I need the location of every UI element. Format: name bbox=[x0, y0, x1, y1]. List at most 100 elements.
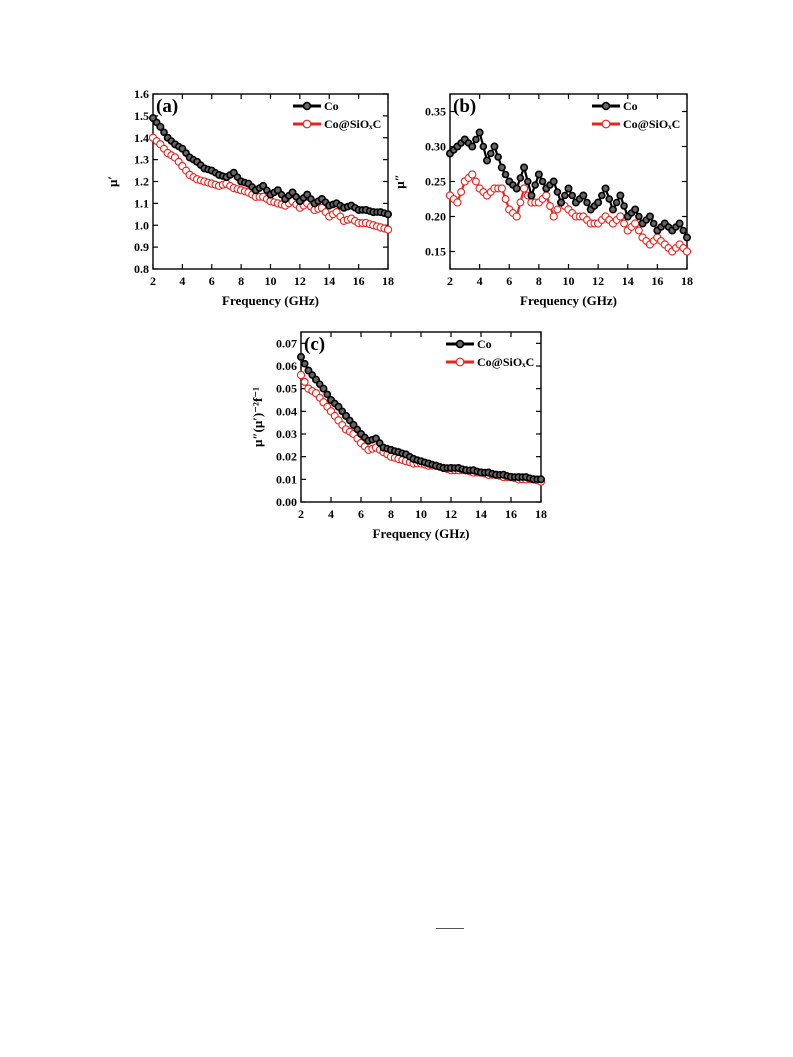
chart-b-point-cosio bbox=[682, 247, 692, 256]
chart-b-point-co bbox=[534, 170, 543, 179]
chart-a-point-co bbox=[160, 128, 168, 137]
chart-b-ytick-label: 0.25 bbox=[425, 175, 446, 189]
chart-b-xtick-label: 2 bbox=[447, 274, 453, 288]
chart-c-xtick-label: 4 bbox=[328, 507, 334, 521]
chart-c-xtick-label: 18 bbox=[535, 507, 547, 521]
chart-b-point-cosio bbox=[553, 205, 562, 214]
chart-a-xtick-label: 16 bbox=[353, 274, 365, 288]
chart-c-panel-label: (c) bbox=[304, 334, 325, 355]
chart-b-point-co bbox=[635, 212, 643, 221]
chart-b-point-co bbox=[601, 184, 610, 193]
chart-c-ytick-label: 0.05 bbox=[276, 382, 297, 396]
chart-b-point-cosio bbox=[471, 177, 480, 186]
chart-b-point-co bbox=[472, 135, 480, 144]
chart-c-ytick-label: 0.06 bbox=[276, 359, 297, 373]
chart-a-ylabel: μ′ bbox=[105, 176, 120, 187]
chart-b-point-co bbox=[490, 142, 499, 151]
chart-b-legend-label-0: Co bbox=[623, 99, 638, 113]
chart-b-point-co bbox=[645, 212, 654, 221]
chart-b-point-co bbox=[531, 181, 539, 189]
chart-a-ytick-label: 1.5 bbox=[134, 109, 149, 123]
chart-b-point-co bbox=[483, 156, 492, 165]
chart-b-point-cosio bbox=[616, 212, 625, 221]
chart-b-point-co bbox=[594, 198, 603, 207]
chart-a-ytick-label: 0.8 bbox=[134, 262, 149, 276]
chart-c-xlabel: Frequency (GHz) bbox=[373, 526, 470, 541]
chart-c-xtick-label: 8 bbox=[388, 507, 394, 521]
chart-b-point-cosio bbox=[519, 184, 529, 193]
chart-c-legend-label-0: Co bbox=[477, 337, 492, 351]
chart-b-point-co bbox=[512, 184, 521, 193]
chart-b-point-co bbox=[631, 205, 640, 214]
chart-c-point-co bbox=[319, 384, 328, 393]
chart-b-point-cosio bbox=[457, 188, 466, 196]
chart-a-xtick-label: 14 bbox=[323, 274, 335, 288]
chart-b-legend-label-1: Co@SiOₓC bbox=[623, 117, 680, 131]
chart-b-point-co bbox=[494, 153, 502, 161]
chart-a-panel-label: (a) bbox=[156, 96, 178, 117]
chart-c-ytick-label: 0.02 bbox=[276, 450, 297, 464]
chart-b-point-co bbox=[516, 174, 525, 182]
chart-b-xtick-label: 10 bbox=[563, 274, 575, 288]
chart-c-point-co bbox=[323, 390, 332, 399]
chart-c-ytick-label: 0.04 bbox=[276, 404, 297, 418]
chart-b-point-co bbox=[620, 202, 628, 210]
chart-b-point-co bbox=[679, 226, 688, 235]
chart-a-svg: 2 4 6 8 10 12 14 16 18 0.8 0.9 1.0 1.1 1.2 1.3 1.4 1.5 1.… bbox=[105, 87, 394, 308]
chart-c-xtick-label: 2 bbox=[298, 507, 304, 521]
chart-b-point-co bbox=[520, 163, 529, 172]
chart-b-point-co bbox=[598, 191, 606, 200]
chart-c-xtick-label: 16 bbox=[505, 507, 517, 521]
chart-b-point-cosio bbox=[542, 191, 551, 200]
chart-b-point-co bbox=[616, 191, 625, 200]
chart-a-legend-label-0: Co bbox=[324, 99, 339, 113]
chart-c-ytick-label: 0.07 bbox=[276, 336, 297, 350]
chart-c-ylabel: μ″(μ′)⁻²f⁻¹ bbox=[250, 387, 265, 447]
chart-a-point-cosio bbox=[383, 225, 393, 234]
chart-b-point-co bbox=[501, 170, 510, 179]
chart-b-ylabel: μ″ bbox=[392, 174, 407, 189]
chart-b-point-co bbox=[486, 149, 495, 158]
chart-a-legend-marker-0 bbox=[302, 101, 312, 111]
chart-panel-b: 2 4 6 8 10 12 14 16 18 0.15 0.20 0.25 0.30 0.35 Freque… bbox=[390, 82, 700, 317]
chart-b-point-co bbox=[564, 184, 573, 193]
chart-a-xlabel: Frequency (GHz) bbox=[222, 293, 319, 308]
chart-b-point-cosio bbox=[620, 219, 628, 228]
chart-b-xtick-label: 16 bbox=[651, 274, 663, 288]
chart-c-ytick-label: 0.01 bbox=[276, 472, 297, 486]
chart-b-point-co bbox=[538, 177, 547, 186]
chart-b-point-cosio bbox=[512, 212, 521, 221]
chart-b-point-co bbox=[479, 142, 488, 151]
chart-b-point-co bbox=[560, 191, 569, 200]
chart-b-point-co bbox=[553, 188, 562, 196]
chart-b-xtick-label: 12 bbox=[592, 274, 604, 288]
chart-b-point-cosio bbox=[631, 219, 640, 228]
chart-b-xtick-label: 18 bbox=[681, 274, 693, 288]
chart-b-point-co bbox=[612, 198, 621, 207]
chart-b-point-cosio bbox=[516, 198, 525, 207]
chart-b-ytick-label: 0.15 bbox=[425, 245, 446, 259]
chart-a-xtick-label: 10 bbox=[265, 274, 277, 288]
chart-a-legend-marker-1 bbox=[302, 119, 312, 129]
chart-a-ytick-label: 1.2 bbox=[134, 175, 149, 189]
chart-b-point-co bbox=[682, 233, 691, 242]
chart-a-point-co bbox=[383, 210, 392, 219]
chart-c-svg: 2 4 6 8 10 12 14 16 18 0.00 0.01 0.02 0.03 0.04 0.05 0.… bbox=[250, 331, 547, 541]
chart-b-legend-marker-0 bbox=[601, 101, 611, 111]
chart-c-ytick-label: 0.03 bbox=[276, 427, 297, 441]
chart-b-point-co bbox=[605, 195, 614, 203]
chart-c-legend-marker-1 bbox=[455, 357, 465, 367]
chart-c-legend-marker-0 bbox=[455, 339, 465, 349]
chart-a-ytick-label: 0.9 bbox=[134, 240, 149, 254]
chart-b-point-co bbox=[649, 219, 658, 228]
chart-b-xtick-label: 14 bbox=[622, 274, 634, 288]
footer-rule bbox=[436, 928, 464, 929]
chart-c-point-co bbox=[300, 359, 309, 368]
chart-b-point-cosio bbox=[634, 226, 643, 235]
chart-c-xtick-label: 10 bbox=[415, 507, 427, 521]
chart-b-point-cosio bbox=[549, 212, 558, 221]
chart-a-xtick-label: 18 bbox=[382, 274, 394, 288]
chart-b-point-co bbox=[468, 142, 477, 151]
chart-a-ytick-label: 1.4 bbox=[134, 131, 149, 145]
